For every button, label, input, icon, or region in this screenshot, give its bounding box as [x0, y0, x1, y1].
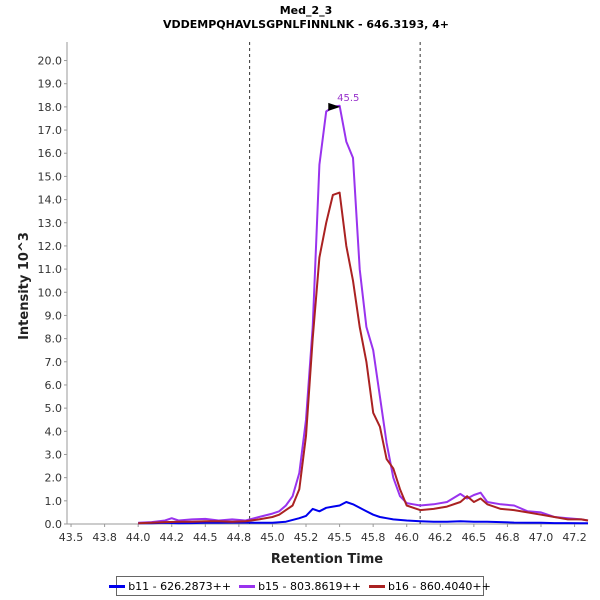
x-tick-label: 45.8 [361, 531, 386, 544]
y-tick-label: 15.0 [38, 170, 63, 183]
y-tick-label: 14.0 [38, 194, 63, 207]
x-tick-label: 47.2 [562, 531, 587, 544]
peak-arrow-icon [328, 102, 341, 111]
series-lines [138, 104, 589, 525]
series-line [138, 501, 588, 525]
x-tick-label: 46.8 [495, 531, 520, 544]
chart-subtitle: VDDEMPQHAVLSGPNLFINNLNK - 646.3193, 4+ [163, 18, 449, 31]
x-tick-label: 43.8 [92, 531, 117, 544]
y-tick-label: 19.0 [38, 78, 63, 91]
y-axis-label: Intensity 10^3 [17, 232, 32, 340]
x-tick-label: 44.8 [227, 531, 252, 544]
series-line [138, 191, 589, 525]
series-line [138, 104, 589, 524]
y-tick-label: 16.0 [38, 147, 63, 160]
y-tick-label: 7.0 [45, 356, 63, 369]
x-tick-label: 43.5 [59, 531, 84, 544]
chart-title: Med_2_3 [280, 4, 333, 17]
legend-item: b15 - 803.8619++ [239, 580, 361, 593]
x-tick-label: 45.0 [260, 531, 285, 544]
peak-marker-group: 45.5 [328, 93, 359, 111]
legend: b11 - 626.2873++ b15 - 803.8619++ b16 - 86… [109, 576, 491, 596]
integration-boundaries [249, 42, 421, 524]
x-tick-label: 44.5 [193, 531, 218, 544]
y-tick-label: 20.0 [38, 55, 63, 68]
y-tick-label: 1.0 [45, 495, 63, 508]
y-tick-label: 18.0 [38, 101, 63, 114]
x-tick-label: 46.2 [428, 531, 453, 544]
x-axis-label: Retention Time [271, 552, 383, 567]
legend-swatch [239, 584, 256, 588]
x-tick-label: 45.5 [327, 531, 352, 544]
x-tick-label: 45.2 [294, 531, 319, 544]
x-tick-label: 47.0 [529, 531, 554, 544]
y-tick-label: 3.0 [45, 448, 63, 461]
y-tick-label: 12.0 [38, 240, 63, 253]
x-tick-label: 44.2 [159, 531, 184, 544]
x-tick-label: 46.5 [462, 531, 487, 544]
y-tick-label: 0.0 [45, 518, 63, 531]
y-tick-label: 5.0 [45, 402, 63, 415]
y-tick-label: 13.0 [38, 217, 63, 230]
legend-item: b16 - 860.4040++ [368, 579, 491, 593]
legend-item: b11 - 626.2873++ [109, 580, 231, 593]
y-tick-label: 8.0 [45, 333, 63, 346]
peak-label: 45.5 [337, 93, 359, 104]
plot-area [67, 42, 588, 524]
axis-ticks: 0.0 1.0 2.0 3.0 4.0 5.0 6.0 7.0 8.0 9.0 10.0 11.0 12… [38, 55, 587, 544]
x-tick-label: 46.0 [394, 531, 419, 544]
legend-swatch [368, 584, 385, 588]
legend-label: b16 - 860.4040++ [387, 579, 491, 593]
y-tick-label: 17.0 [38, 124, 63, 137]
y-tick-label: 4.0 [45, 425, 63, 438]
legend-label: b11 - 626.2873++ [128, 579, 232, 593]
y-tick-label: 10.0 [38, 286, 63, 299]
x-tick-label: 44.0 [126, 531, 151, 544]
y-tick-label: 2.0 [45, 472, 63, 485]
legend-swatch [109, 584, 126, 588]
y-tick-label: 11.0 [38, 263, 63, 276]
legend-label: b15 - 803.8619++ [258, 579, 361, 593]
y-tick-label: 9.0 [45, 309, 63, 322]
y-tick-label: 6.0 [45, 379, 63, 392]
